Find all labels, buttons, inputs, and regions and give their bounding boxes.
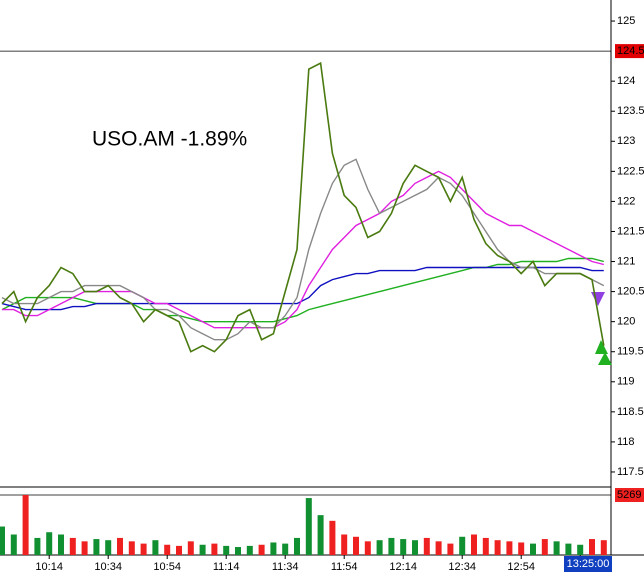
- signal-up: [598, 352, 612, 365]
- volume-bar: [187, 541, 194, 555]
- volume-bar: [435, 541, 442, 555]
- y-tick-label: 118.5: [617, 406, 644, 418]
- volume-bar: [10, 534, 17, 555]
- volume-bar: [294, 537, 300, 555]
- volume-bar: [518, 542, 525, 555]
- volume-bar: [270, 542, 277, 555]
- volume-bar: [199, 544, 206, 555]
- volume-bar: [93, 539, 100, 555]
- x-tick-label: 12:54: [507, 561, 535, 573]
- volume-bar: [353, 536, 359, 555]
- y-tick-label: 120: [617, 316, 635, 328]
- volume-bar: [305, 498, 312, 555]
- volume-bar: [577, 544, 584, 555]
- volume-bar: [46, 532, 53, 555]
- volume-bar: [506, 541, 513, 555]
- x-tick-label: 11:14: [213, 561, 240, 573]
- volume-bar: [258, 544, 265, 555]
- y-tick-label: 118: [617, 436, 635, 448]
- moving-average: [1, 158, 605, 341]
- volume-bar: [329, 520, 336, 555]
- volume-bar: [235, 547, 241, 555]
- volume-bar: [364, 541, 371, 555]
- moving-average: [2, 170, 604, 329]
- y-tick-label: 119: [617, 376, 635, 388]
- volume-bar: [317, 515, 324, 555]
- reference-label-box: [615, 44, 644, 59]
- time-label: 13:25:00: [567, 558, 610, 570]
- x-tick-label: 12:34: [448, 561, 476, 573]
- volume-bar: [553, 541, 560, 555]
- volume-bar: [34, 537, 41, 555]
- volume-bar: [22, 495, 29, 555]
- volume-bar: [482, 537, 489, 555]
- volume-bar: [412, 540, 418, 555]
- volume-bar: [58, 534, 64, 555]
- volume-bar: [530, 543, 536, 555]
- y-tick-label: 120.5: [617, 286, 644, 298]
- volume-bar: [341, 534, 348, 555]
- volume-bar: [105, 540, 112, 555]
- volume-bar: [565, 543, 572, 555]
- volume-bar: [447, 543, 454, 555]
- volume-bar: [541, 539, 548, 555]
- volume-bar: [471, 534, 477, 555]
- volume-bar: [81, 541, 88, 555]
- x-tick-label: 11:54: [331, 561, 358, 573]
- volume-bar: [459, 536, 466, 555]
- x-tick-label: 10:14: [35, 561, 63, 573]
- reference-label: 124.5: [617, 45, 644, 57]
- volume-bar: [600, 540, 607, 555]
- x-tick-label: 10:54: [153, 561, 181, 573]
- volume-bar: [128, 541, 135, 555]
- y-tick-label: 122: [617, 195, 635, 207]
- volume-bar: [388, 537, 395, 555]
- volume-bar: [282, 543, 289, 555]
- volume-bar: [164, 544, 171, 555]
- price-line: [1, 61, 605, 353]
- volume-bar: [423, 537, 430, 555]
- time-label-box: [564, 556, 612, 572]
- y-tick-label: 119.5: [617, 346, 644, 358]
- chart-title: USO.AM -1.89%: [92, 128, 247, 151]
- volume-bar: [0, 526, 5, 555]
- volume-bar: [176, 545, 182, 555]
- volume-label-box: [615, 488, 644, 502]
- x-tick-label: 12:14: [389, 561, 417, 573]
- volume-bar: [246, 545, 253, 555]
- y-tick-label: 124: [617, 75, 635, 87]
- y-tick-label: 122.5: [617, 165, 644, 177]
- volume-bar: [140, 543, 147, 555]
- volume-bar: [376, 540, 383, 555]
- volume-bar: [69, 537, 76, 555]
- volume-bar: [589, 539, 595, 555]
- volume-bar: [400, 539, 407, 555]
- moving-average: [1, 266, 604, 311]
- volume-bar: [117, 537, 123, 555]
- y-tick-label: 123.5: [617, 105, 644, 117]
- y-tick-label: 123: [617, 135, 635, 147]
- volume-bar: [494, 540, 501, 555]
- y-tick-label: 121: [617, 255, 635, 267]
- signal-down: [591, 292, 605, 306]
- x-tick-label: 11:34: [272, 561, 299, 573]
- x-tick-label: 10:34: [94, 561, 122, 573]
- volume-max-label: 5269: [617, 489, 641, 501]
- y-tick-label: 117.5: [617, 466, 644, 478]
- signal-up: [595, 340, 608, 354]
- volume-bar: [211, 543, 218, 555]
- volume-bar: [223, 545, 230, 555]
- y-tick-label: 121.5: [617, 225, 644, 237]
- volume-bar: [152, 540, 159, 555]
- y-tick-label: 125: [617, 15, 635, 27]
